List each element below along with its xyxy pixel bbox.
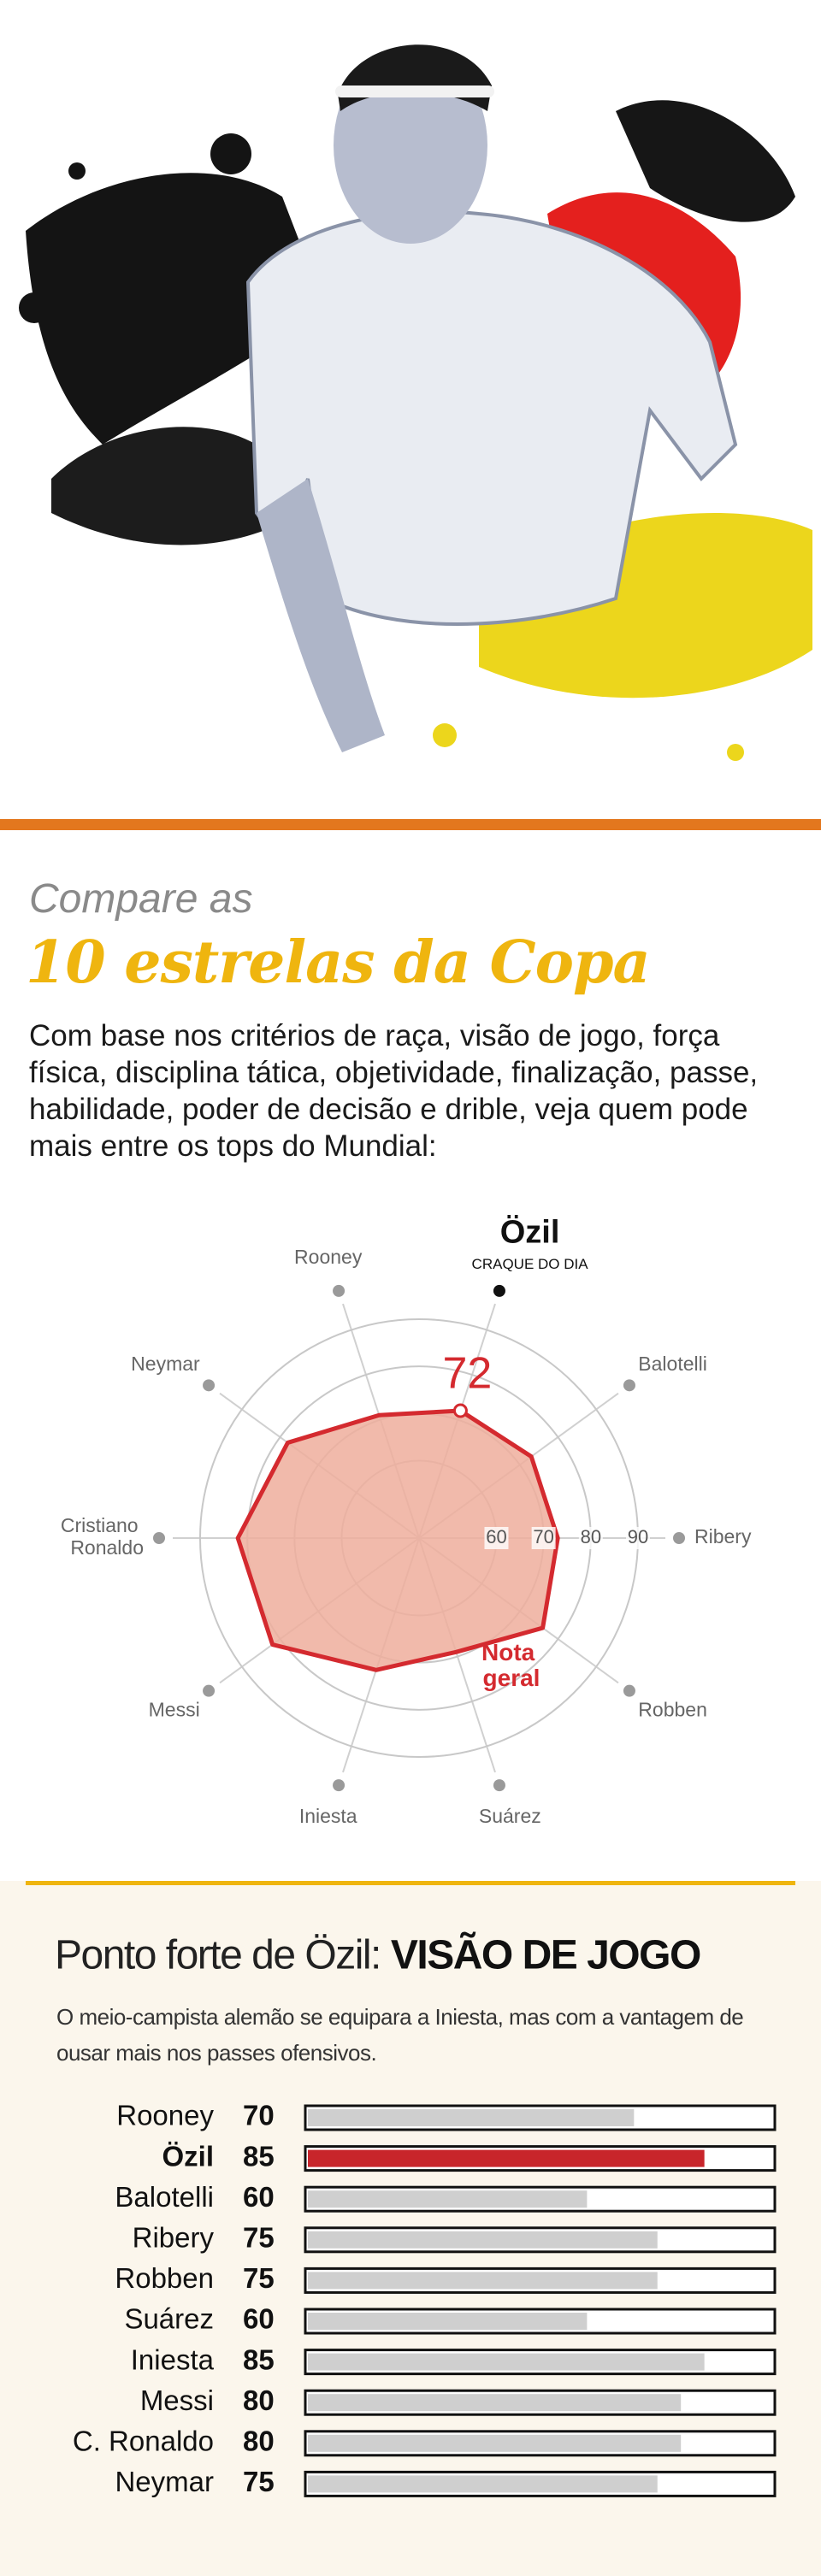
tick-label-bg — [626, 1527, 650, 1549]
bar — [308, 2353, 705, 2371]
bar-subtitle: O meio-campista alemão se equipara a Ini… — [56, 2004, 744, 2066]
splatter-dot — [210, 133, 251, 174]
value-label: 60 — [243, 2303, 275, 2335]
value-label: 70 — [243, 2100, 275, 2131]
tick-label-bg — [531, 1527, 556, 1549]
value-label: 80 — [243, 2384, 275, 2416]
yellow-rule — [26, 1881, 795, 1885]
splatter-dot — [68, 162, 86, 180]
axis-label: Rooney — [294, 1246, 363, 1268]
bar — [308, 2149, 705, 2167]
bar-title: Ponto forte de Özil: — [55, 1933, 381, 1978]
category-label: Suárez — [124, 2303, 214, 2335]
bar — [308, 2434, 682, 2452]
kicker: Compare as — [29, 876, 253, 922]
intro: Com base nos critérios de raça, visão de… — [29, 1019, 759, 1163]
axis-dot — [333, 1284, 346, 1297]
axis-label: Suárez — [479, 1805, 541, 1827]
bar-chart: Ponto forte de Özil: VISÃO DE JOGO Rooney 7… — [55, 1931, 777, 2497]
value-label: 60 — [243, 2181, 275, 2213]
value-label: 75 — [243, 2262, 275, 2294]
value-label: 85 — [243, 2343, 275, 2375]
r-tick-label: 60 — [486, 1526, 506, 1547]
player-arm — [257, 479, 385, 752]
bar-title-emphasis: VISÃO DE JOGO — [391, 1931, 700, 1978]
headline: 10 estrelas da Copa — [26, 928, 651, 997]
axis-label: Cristiano Ronaldo — [61, 1514, 144, 1559]
axis-label: Iniesta — [299, 1805, 357, 1827]
value-label: 75 — [243, 2222, 275, 2254]
bar — [308, 2394, 682, 2412]
axis-label: Ribery — [694, 1525, 752, 1547]
tick-label-bg — [484, 1527, 509, 1549]
category-label: Messi — [140, 2384, 214, 2416]
axis-dot — [623, 1379, 635, 1392]
tick-label-bg — [578, 1527, 603, 1549]
bar — [308, 2109, 635, 2126]
axis-dot — [673, 1532, 685, 1544]
axis-dot — [203, 1379, 216, 1392]
bar — [308, 2313, 588, 2330]
splatter-black — [616, 100, 795, 222]
axis-label: Robben — [638, 1698, 707, 1720]
splatter-black — [26, 173, 325, 445]
axis-dot — [493, 1284, 505, 1297]
bar — [308, 2272, 658, 2290]
category-label: Ribery — [133, 2222, 215, 2254]
axis-label: Messi — [149, 1698, 200, 1720]
axis-dot — [333, 1779, 346, 1792]
category-label: C. Ronaldo — [73, 2426, 214, 2457]
axis-dot — [153, 1532, 165, 1544]
category-label: Iniesta — [131, 2343, 215, 2375]
splatter-dot — [433, 723, 457, 747]
category-label: Neymar — [115, 2466, 214, 2497]
category-label: Özil — [162, 2140, 214, 2172]
axis-label: Neymar — [131, 1353, 200, 1375]
axis-dot — [493, 1779, 505, 1792]
radar-chart: 60 70 80 90 Özil CRAQUE DO DIA 72 Balotelli Ribe… — [61, 1213, 752, 1827]
annotation: CRAQUE DO DIA — [472, 1256, 589, 1272]
splatter-black — [51, 427, 265, 545]
value-label: 72 — [442, 1349, 492, 1399]
bar — [308, 2190, 588, 2208]
headband — [335, 85, 494, 97]
category-label: Balotelli — [115, 2181, 214, 2213]
value-label: 85 — [243, 2140, 275, 2172]
splatter-dot — [19, 292, 50, 323]
r-tick-label: 80 — [581, 1526, 601, 1547]
axis-label-highlight: Özil — [500, 1213, 560, 1250]
value-label: 75 — [243, 2466, 275, 2497]
category-label: Robben — [115, 2262, 214, 2294]
rating-area — [235, 1408, 560, 1672]
highlight-point — [452, 1403, 468, 1418]
axis-dot — [203, 1684, 216, 1697]
axis-dot — [623, 1684, 635, 1697]
r-tick-label: 90 — [628, 1526, 648, 1547]
bar — [308, 2475, 658, 2493]
splatter-dot — [727, 744, 744, 761]
r-tick-label: 70 — [533, 1526, 553, 1547]
orange-rule — [0, 819, 821, 830]
category-label: Rooney — [116, 2100, 214, 2131]
bar — [308, 2231, 658, 2249]
series-label: Nota geral — [481, 1639, 541, 1691]
value-label: 80 — [243, 2426, 275, 2457]
axis-label: Balotelli — [638, 1353, 707, 1375]
